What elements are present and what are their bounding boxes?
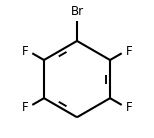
Text: F: F <box>126 45 132 58</box>
Text: F: F <box>22 45 28 58</box>
Text: F: F <box>126 101 132 114</box>
Text: F: F <box>22 101 28 114</box>
Text: Br: Br <box>70 5 84 18</box>
